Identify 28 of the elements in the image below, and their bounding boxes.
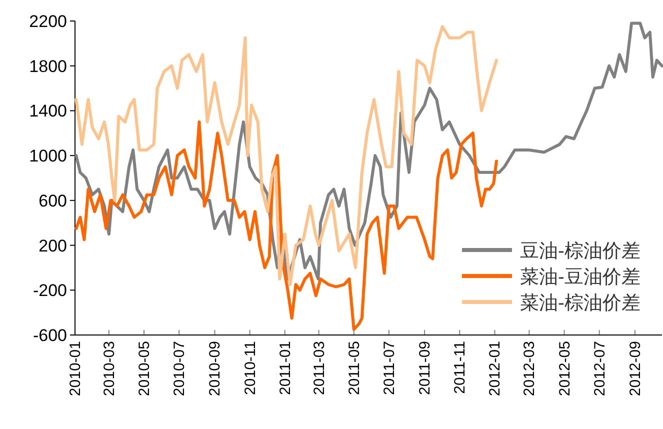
x-tick-label: 2010-07 xyxy=(171,341,188,396)
legend-label: 菜油-豆油价差 xyxy=(520,267,640,288)
y-tick-label: 200 xyxy=(38,236,67,256)
legend-label: 菜油-棕油价差 xyxy=(520,293,640,314)
y-tick-label: 1000 xyxy=(29,146,67,166)
x-tick-label: 2012-07 xyxy=(591,341,608,396)
x-tick-label: 2010-01 xyxy=(67,341,84,396)
x-tick-label: 2010-05 xyxy=(136,341,153,396)
x-tick-label: 2011-07 xyxy=(380,341,398,395)
x-tick-label: 2012-03 xyxy=(521,341,538,396)
y-tick-label: 1400 xyxy=(29,102,67,121)
x-tick-label: 2010-11 xyxy=(242,341,259,395)
x-tick-label: 2010-03 xyxy=(100,341,118,396)
y-tick-label: 600 xyxy=(38,191,67,210)
x-tick-label: 2011-11 xyxy=(452,341,469,394)
x-tick-label: 2011-01 xyxy=(276,341,294,395)
x-tick-label: 2011-05 xyxy=(346,341,363,395)
x-tick-label: 2011-03 xyxy=(310,341,328,395)
y-tick-label: 2200 xyxy=(29,12,67,31)
x-tick-label: 2012-09 xyxy=(626,341,644,396)
legend-label: 豆油-棕油价差 xyxy=(520,241,640,262)
y-tick-label: -600 xyxy=(32,326,67,345)
y-tick-label: 1800 xyxy=(29,56,67,76)
x-tick-label: 2011-09 xyxy=(416,341,434,395)
x-tick-label: 2012-05 xyxy=(556,341,574,396)
y-tick-label: -200 xyxy=(32,281,67,300)
x-tick-label: 2010-09 xyxy=(206,341,224,396)
x-tick-label: 2012-01 xyxy=(486,341,504,396)
